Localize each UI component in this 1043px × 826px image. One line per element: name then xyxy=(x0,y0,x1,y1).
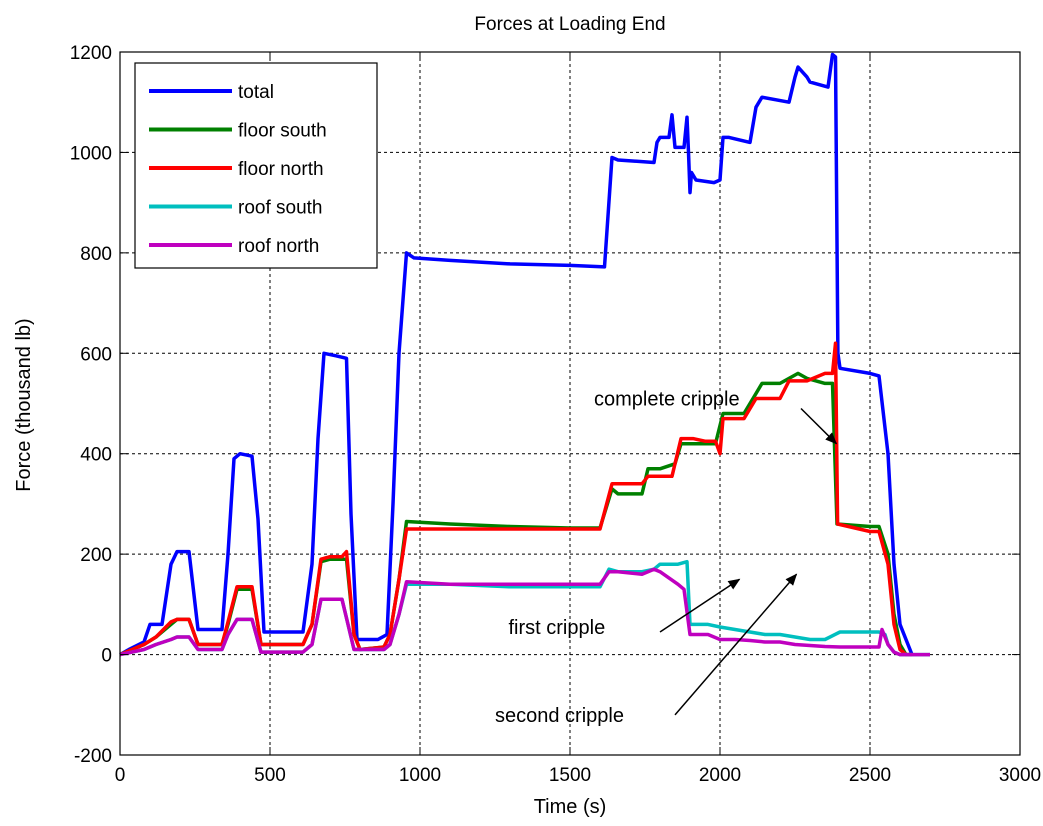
x-tick-label: 3000 xyxy=(999,765,1041,786)
legend-label: floor north xyxy=(238,159,324,180)
y-tick-label: 600 xyxy=(80,344,112,365)
annotation-arrow xyxy=(659,578,741,633)
y-tick-label: 400 xyxy=(80,445,112,466)
tick-labels: 0 500 1000 1500 2000 2500 3000-200020040060080… xyxy=(70,43,1041,786)
annotation-label: first cripple xyxy=(509,617,606,639)
y-tick-label: 800 xyxy=(80,244,112,265)
legend-label: floor south xyxy=(238,121,327,142)
x-tick-label: 0 xyxy=(115,765,126,786)
legend: total floor south floor north roof south roo… xyxy=(134,62,378,269)
legend-label: roof north xyxy=(238,236,319,257)
y-tick-label: 0 xyxy=(101,646,112,667)
y-tick-label: -200 xyxy=(74,746,112,767)
series-line-roof-north xyxy=(119,567,930,657)
x-tick-label: 500 xyxy=(254,765,286,786)
series-line-floor-north xyxy=(119,341,912,657)
chart-title: Forces at Loading End xyxy=(474,14,665,35)
y-axis-label: Force (thousand lb) xyxy=(13,318,35,491)
legend-label: roof south xyxy=(238,198,323,219)
y-tick-label: 1000 xyxy=(70,143,112,164)
grid xyxy=(120,52,1020,755)
series-line-total xyxy=(119,52,914,657)
legend-label: total xyxy=(238,82,274,103)
annotation-arrow xyxy=(674,573,798,716)
x-axis-label: Time (s) xyxy=(534,796,607,818)
annotation-label: complete cripple xyxy=(594,388,740,410)
axes xyxy=(119,51,1021,756)
y-tick-label: 200 xyxy=(80,545,112,566)
y-tick-label: 1200 xyxy=(70,43,112,64)
x-tick-label: 2500 xyxy=(849,765,891,786)
series-layer xyxy=(119,52,930,657)
annotation-label: second cripple xyxy=(495,705,624,727)
x-tick-label: 1500 xyxy=(549,765,591,786)
annotations: complete cripple first cripple second crip… xyxy=(495,388,838,727)
legend-box xyxy=(134,62,378,269)
x-tick-label: 2000 xyxy=(699,765,741,786)
x-tick-label: 1000 xyxy=(399,765,441,786)
annotation-arrow xyxy=(800,407,838,445)
